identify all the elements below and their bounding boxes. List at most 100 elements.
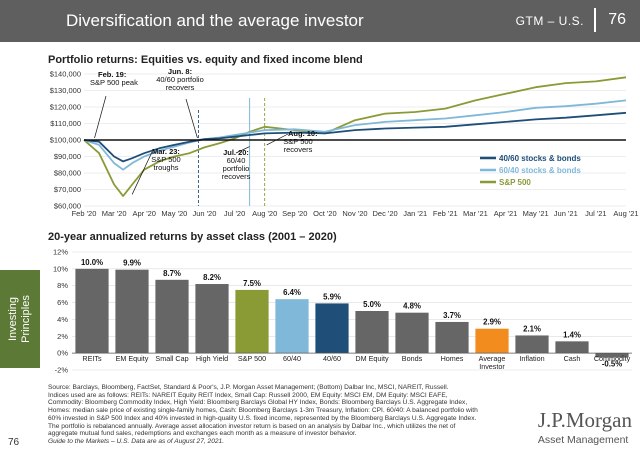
bar-value-label: 6.4% bbox=[283, 288, 301, 297]
section-tab-line2: Principles bbox=[20, 295, 32, 343]
bar bbox=[515, 335, 549, 354]
x-tick-label: Aug '21 bbox=[613, 209, 638, 218]
bar-value-label: 5.9% bbox=[323, 292, 341, 301]
category-label: S&P 500 bbox=[238, 354, 266, 363]
annotation-label: Mar. 23: bbox=[152, 147, 180, 156]
y-tick-label: 8% bbox=[57, 281, 68, 290]
x-tick-label: Sep '20 bbox=[282, 209, 307, 218]
bar-value-label: 2.9% bbox=[483, 318, 501, 327]
y-tick-label: $80,000 bbox=[54, 169, 81, 178]
x-tick-label: Mar '21 bbox=[463, 209, 488, 218]
bar-value-label: -0.5% bbox=[602, 359, 622, 368]
category-label: Homes bbox=[441, 354, 464, 363]
y-tick-label: -2% bbox=[55, 366, 69, 375]
brand-sub: Asset Management bbox=[537, 434, 629, 446]
annotation-text: portfolio bbox=[223, 164, 250, 173]
bar bbox=[115, 269, 149, 354]
x-tick-label: Nov '20 bbox=[342, 209, 367, 218]
y-tick-label: $130,000 bbox=[50, 86, 81, 95]
bar-value-label: 1.4% bbox=[563, 330, 581, 339]
x-tick-label: Aug '20 bbox=[252, 209, 277, 218]
annotation-text: recovers bbox=[222, 172, 251, 181]
bar-value-label: 3.7% bbox=[443, 311, 461, 320]
line-chart-title: Portfolio returns: Equities vs. equity a… bbox=[48, 54, 363, 66]
bar bbox=[275, 299, 309, 354]
y-tick-label: $120,000 bbox=[50, 103, 81, 112]
category-label: Small Cap bbox=[155, 354, 188, 363]
y-tick-label: 4% bbox=[57, 315, 68, 324]
footnote-line: The portfolio is rebalanced annually. Av… bbox=[48, 422, 456, 430]
y-tick-label: 2% bbox=[57, 332, 68, 341]
bar bbox=[435, 321, 469, 354]
category-label: Cash bbox=[564, 354, 581, 363]
bar bbox=[555, 341, 589, 354]
bar bbox=[195, 284, 229, 354]
y-tick-label: $70,000 bbox=[54, 185, 81, 194]
footnote-line: Commodity: Bloomberg Commodity Index, Hi… bbox=[48, 399, 468, 407]
category-label: 40/60 bbox=[323, 354, 341, 363]
x-tick-label: Jul '21 bbox=[585, 209, 606, 218]
bar-value-label: 5.0% bbox=[363, 300, 381, 309]
annotation-leader bbox=[185, 98, 198, 139]
bar-value-label: 10.0% bbox=[81, 258, 103, 267]
annotation-text: recovers bbox=[284, 145, 313, 154]
annotation-leader bbox=[94, 95, 107, 139]
gtm-label: GTM – U.S. bbox=[515, 14, 584, 28]
x-tick-label: Apr '20 bbox=[132, 209, 156, 218]
annotation-leader bbox=[131, 151, 153, 195]
page-title: Diversification and the average investor bbox=[66, 11, 364, 30]
annotation-label: Jul. 20: bbox=[223, 148, 249, 157]
section-tab-label: Investing Principles bbox=[7, 295, 33, 343]
annotation-leader bbox=[266, 133, 289, 146]
annotation-label: Aug. 10: bbox=[288, 129, 318, 138]
footnote-line: aggregate mutual fund sales, redemptions… bbox=[48, 430, 357, 438]
bar bbox=[595, 353, 629, 358]
x-tick-label: Jul '20 bbox=[224, 209, 245, 218]
series-line bbox=[83, 111, 627, 163]
category-label: Inflation bbox=[519, 354, 544, 363]
x-tick-label: Jan '21 bbox=[403, 209, 427, 218]
footnote: Source: Barclays, Bloomberg, FactSet, St… bbox=[48, 384, 528, 446]
annotation-text: troughs bbox=[153, 163, 178, 172]
series-line bbox=[83, 99, 627, 171]
annotation-text: recovers bbox=[166, 83, 195, 92]
header-divider bbox=[594, 8, 596, 32]
legend-label: 60/40 stocks & bonds bbox=[499, 166, 581, 175]
annotation-leader bbox=[235, 146, 250, 154]
annotation-label: Jun. 8: bbox=[168, 67, 192, 76]
category-label: 60/40 bbox=[283, 354, 301, 363]
footnote-line: Homes: median sale price of existing sin… bbox=[48, 407, 478, 415]
y-tick-label: $140,000 bbox=[50, 70, 81, 79]
jpmorgan-logo: J.P.Morgan Asset Management bbox=[538, 408, 632, 446]
y-tick-label: $60,000 bbox=[54, 202, 81, 211]
bar bbox=[475, 328, 509, 354]
bar bbox=[315, 303, 349, 354]
bar bbox=[355, 311, 389, 354]
x-tick-label: May '21 bbox=[523, 209, 549, 218]
y-tick-label: 12% bbox=[53, 248, 68, 257]
category-label: Bonds bbox=[402, 354, 423, 363]
annotation-text: S&P 500 peak bbox=[90, 78, 138, 87]
footnote-line: Guide to the Markets – U.S. Data are as … bbox=[48, 437, 225, 445]
line-chart: $60,000 $70,000 $80,000 $90,000 $100,000 $110… bbox=[50, 67, 639, 218]
y-tick-label: 6% bbox=[57, 298, 68, 307]
footnote-line: 60% invested in S&P 500 Index and 40% in… bbox=[48, 414, 477, 422]
x-tick-label: Mar '20 bbox=[102, 209, 127, 218]
y-tick-label: $100,000 bbox=[50, 136, 81, 145]
annotation-label: Feb. 19: bbox=[98, 70, 126, 79]
category-label: REITs bbox=[82, 354, 102, 363]
y-tick-label: $110,000 bbox=[50, 119, 81, 128]
x-tick-label: Apr '21 bbox=[494, 209, 518, 218]
annotation-text: 40/60 portfolio bbox=[156, 75, 204, 84]
category-label: Commodity bbox=[594, 354, 631, 363]
annotation-text: S&P 500 bbox=[283, 137, 312, 146]
header-page-number: 76 bbox=[608, 11, 626, 28]
bar-value-label: 8.7% bbox=[163, 269, 181, 278]
bar-value-label: 9.9% bbox=[123, 259, 141, 268]
bar bbox=[395, 312, 429, 354]
footnote-line: Source: Barclays, Bloomberg, FactSet, St… bbox=[48, 384, 449, 391]
x-tick-label: Dec '20 bbox=[373, 209, 398, 218]
bar-chart: -2% 0% 2% 4% 6% 8% 10% 12% 10.0% REITs 9.9% EM Equi… bbox=[53, 248, 632, 375]
header-bar: Diversification and the average investor… bbox=[0, 0, 640, 42]
category-label: Average bbox=[479, 354, 506, 363]
